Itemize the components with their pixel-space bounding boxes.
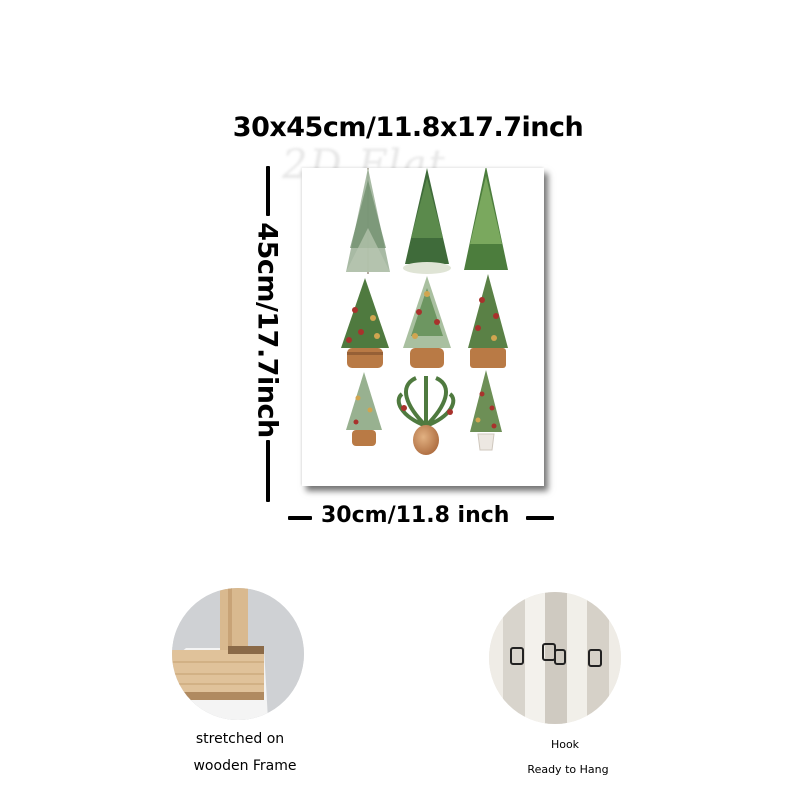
width-dimension-line-left	[288, 516, 312, 520]
width-label: 30cm/11.8 inch	[321, 503, 510, 528]
height-dimension-line-top	[266, 166, 270, 216]
canvas-print	[302, 166, 544, 486]
width-dimension-line-right	[526, 516, 554, 520]
hook-caption-line1: Hook	[550, 738, 580, 751]
size-title: 30x45cm/11.8x17.7inch	[232, 112, 584, 143]
tree-icon	[470, 370, 502, 451]
frame-caption-line2: wooden Frame	[193, 758, 297, 774]
tree-icon	[403, 276, 451, 368]
wooden-frame-photo	[172, 588, 304, 720]
hook-photo	[489, 592, 621, 724]
frame-caption-line1: stretched on	[195, 731, 285, 747]
tree-icon	[468, 274, 508, 368]
height-dimension-line-bottom	[266, 440, 270, 502]
hook-caption-line2: Ready to Hang	[527, 763, 609, 776]
tree-icon	[464, 166, 508, 270]
tree-icon	[396, 376, 456, 455]
height-label: 45cm/17.7inch	[251, 222, 283, 438]
tree-icon	[346, 372, 382, 446]
tree-icon	[403, 168, 451, 274]
wooden-frame-icon	[172, 588, 304, 720]
tree-icon	[346, 168, 390, 274]
christmas-trees-artwork	[341, 166, 508, 455]
tree-icon	[341, 278, 389, 368]
hook-icon	[489, 592, 621, 724]
